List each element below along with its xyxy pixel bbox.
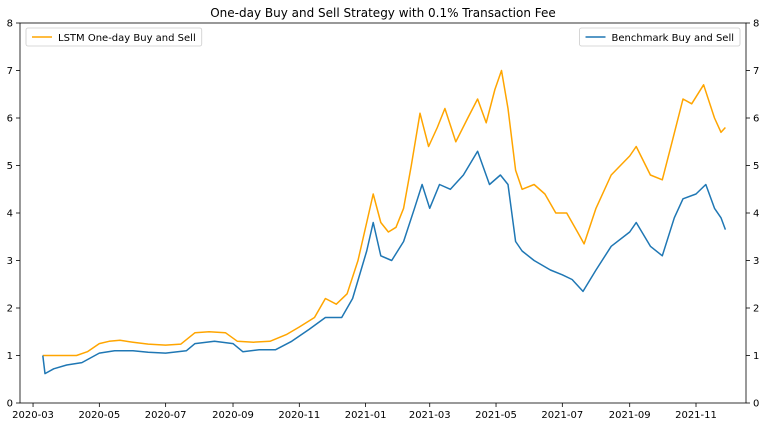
y-tick-label-right: 8: [753, 19, 759, 30]
legends: LSTM One-day Buy and Sell Benchmark Buy a…: [25, 27, 741, 47]
x-tick-label: 2021-09: [609, 410, 651, 421]
x-tick-label: 2021-05: [475, 410, 517, 421]
x-tick-label: 2020-03: [12, 410, 54, 421]
y-tick-label-left: 1: [7, 351, 13, 362]
y-tick-label-left: 0: [7, 399, 13, 410]
x-tick-label: 2020-05: [78, 410, 120, 421]
x-tick-label: 2021-01: [345, 410, 387, 421]
legend-label: Benchmark Buy and Sell: [612, 33, 734, 44]
series-line-1: [42, 150, 727, 375]
y-tick-label-right: 4: [753, 209, 759, 220]
x-tick-label: 2020-11: [278, 410, 320, 421]
plot-lines: [42, 69, 727, 375]
legend-box: [25, 27, 203, 47]
y-tick-label-right: 2: [753, 304, 759, 315]
y-axis-left: 0 1 2 3 4 5 6 7 8: [7, 19, 20, 410]
y-tick-label-right: 0: [753, 399, 759, 410]
y-tick-label-left: 4: [7, 209, 13, 220]
y-tick-label-left: 5: [7, 161, 13, 172]
plot-frame: [19, 22, 747, 404]
y-tick-label-left: 3: [7, 256, 13, 267]
x-tick-label: 2021-07: [541, 410, 583, 421]
x-axis: 2020-03 2020-05 2020-07 2020-09 2020-11 2021-…: [12, 403, 717, 421]
y-tick-label-left: 6: [7, 114, 13, 125]
x-tick-label: 2021-11: [675, 410, 717, 421]
y-tick-label-right: 3: [753, 256, 759, 267]
y-axis-right: 0 1 2 3 4 5 6 7 8: [746, 19, 759, 410]
chart-title: One-day Buy and Sell Strategy with 0.1% …: [210, 6, 556, 20]
legend-1: Benchmark Buy and Sell: [579, 27, 741, 47]
y-tick-label-right: 1: [753, 351, 759, 362]
legend-label: LSTM One-day Buy and Sell: [58, 33, 196, 44]
x-tick-label: 2020-07: [145, 410, 187, 421]
series-line-0: [42, 69, 726, 357]
y-tick-label-left: 2: [7, 304, 13, 315]
x-tick-label: 2021-03: [409, 410, 451, 421]
y-tick-label-right: 7: [753, 66, 759, 77]
y-tick-label-right: 5: [753, 161, 759, 172]
y-tick-label-left: 7: [7, 66, 13, 77]
legend-box: [579, 27, 741, 47]
y-tick-label-right: 6: [753, 114, 759, 125]
x-tick-label: 2020-09: [212, 410, 254, 421]
y-tick-label-left: 8: [7, 19, 13, 30]
legend-0: LSTM One-day Buy and Sell: [25, 27, 203, 47]
